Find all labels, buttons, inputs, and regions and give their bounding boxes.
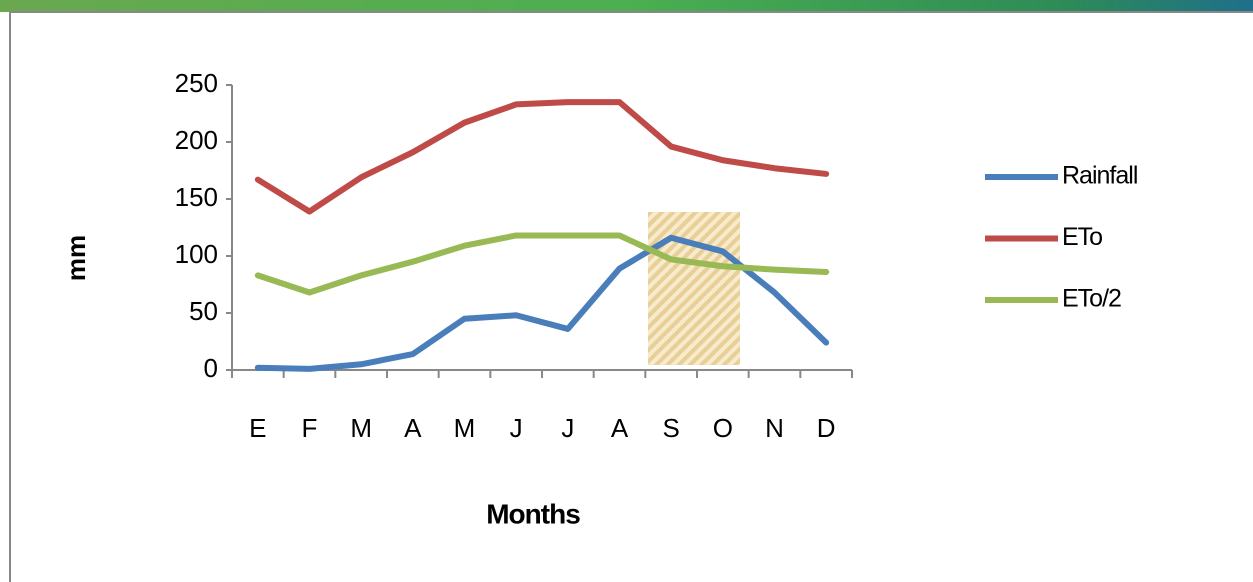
legend-label: ETo xyxy=(1062,223,1102,251)
x-tick-label: A xyxy=(611,413,629,443)
x-tick-label: O xyxy=(713,413,733,443)
x-tick-label: M xyxy=(454,413,476,443)
y-tick-label: 250 xyxy=(175,68,218,98)
x-tick-label: J xyxy=(510,413,523,443)
highlight-region xyxy=(648,212,740,365)
x-tick-label: N xyxy=(765,413,784,443)
x-tick-label: M xyxy=(350,413,372,443)
y-tick-label: 50 xyxy=(189,296,218,326)
header-strip xyxy=(0,0,1253,12)
legend-label: ETo/2 xyxy=(1062,285,1121,313)
x-axis-label: Months xyxy=(486,498,580,529)
x-tick-label: D xyxy=(817,413,836,443)
x-tick-label: F xyxy=(302,413,318,443)
y-tick-label: 0 xyxy=(204,353,218,383)
y-tick-label: 200 xyxy=(175,125,218,155)
y-axis-label: mm xyxy=(61,235,91,281)
x-tick-label: S xyxy=(662,413,679,443)
x-tick-label: J xyxy=(561,413,574,443)
x-tick-label: E xyxy=(249,413,266,443)
series-line xyxy=(254,99,830,215)
series-line xyxy=(254,232,830,296)
x-tick-label: A xyxy=(404,413,422,443)
y-tick-label: 150 xyxy=(175,182,218,212)
legend-label: Rainfall xyxy=(1062,162,1137,190)
series-line xyxy=(254,234,830,372)
y-tick-label: 100 xyxy=(175,239,218,269)
